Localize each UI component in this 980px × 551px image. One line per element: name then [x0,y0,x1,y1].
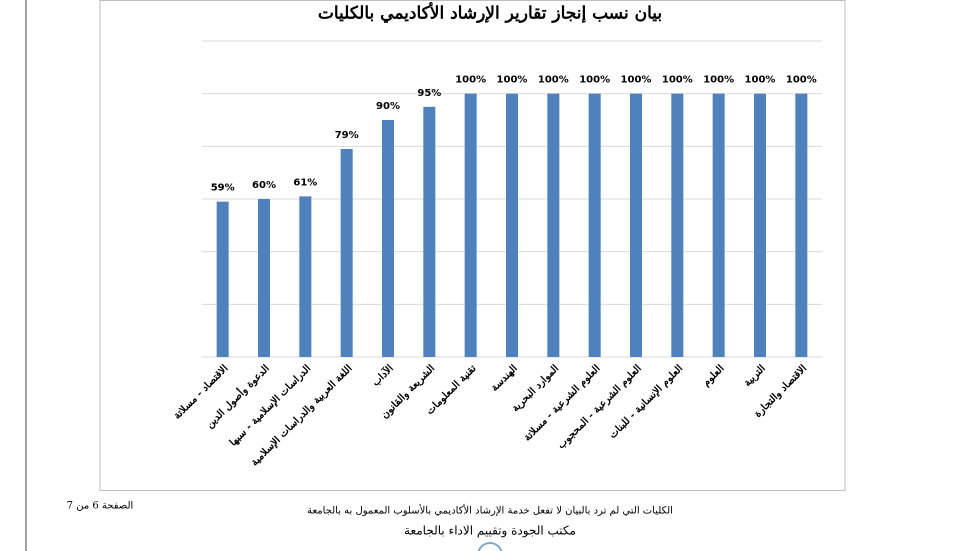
bar [299,196,312,357]
bar [754,93,766,358]
bar [588,93,601,358]
bar [630,93,642,358]
data-label: 100% [497,75,528,86]
bar [712,93,725,358]
bar [506,93,518,358]
data-label: 100% [745,75,776,86]
x-tick-label: العلوم الإنسانية - للبنات [607,363,685,441]
bar [258,199,270,357]
x-tick-label: الدراسات الإسلامية - سبها [228,363,314,449]
footer-note: الكليات التي لم ترد بالبيان لا تفعل خدمة… [307,505,673,517]
data-label: 100% [538,75,569,86]
x-tick-label: التربية [742,363,768,389]
data-label: 100% [703,75,734,86]
data-label: 100% [786,75,817,86]
x-tick-label: العلوم [701,363,727,389]
bar [547,93,560,358]
chart-title: بيان نسب إنجاز تقارير الإرشاد الأكاديمي … [318,2,662,24]
x-tick-label: العلوم الشرعية - المحجوب [556,363,644,451]
data-label: 59% [211,183,235,194]
bar [216,201,229,357]
page-number: الصفحة 6 من 7 [67,501,134,512]
data-label: 100% [579,75,610,86]
data-label: 90% [376,101,400,112]
bar [464,93,477,358]
bar [671,93,684,358]
footer-office: مكتب الجودة وتقييم الاداء بالجامعة [404,524,576,538]
x-tick-label: الهندسة [489,363,520,394]
logo [477,542,503,551]
data-label: 60% [252,180,276,191]
data-label: 79% [335,130,359,141]
data-label: 100% [621,75,652,86]
data-label: 100% [662,75,693,86]
x-tick-label: العلوم الشرعية - مسلاتة [522,363,603,444]
x-tick-label: الآداب [370,362,396,388]
data-label: 95% [417,88,441,99]
bar [423,106,436,357]
bar [382,120,394,357]
bar [795,93,808,358]
data-label: 100% [455,75,486,86]
bar [340,148,353,357]
data-label: 61% [293,177,317,188]
chart-frame [99,0,846,491]
